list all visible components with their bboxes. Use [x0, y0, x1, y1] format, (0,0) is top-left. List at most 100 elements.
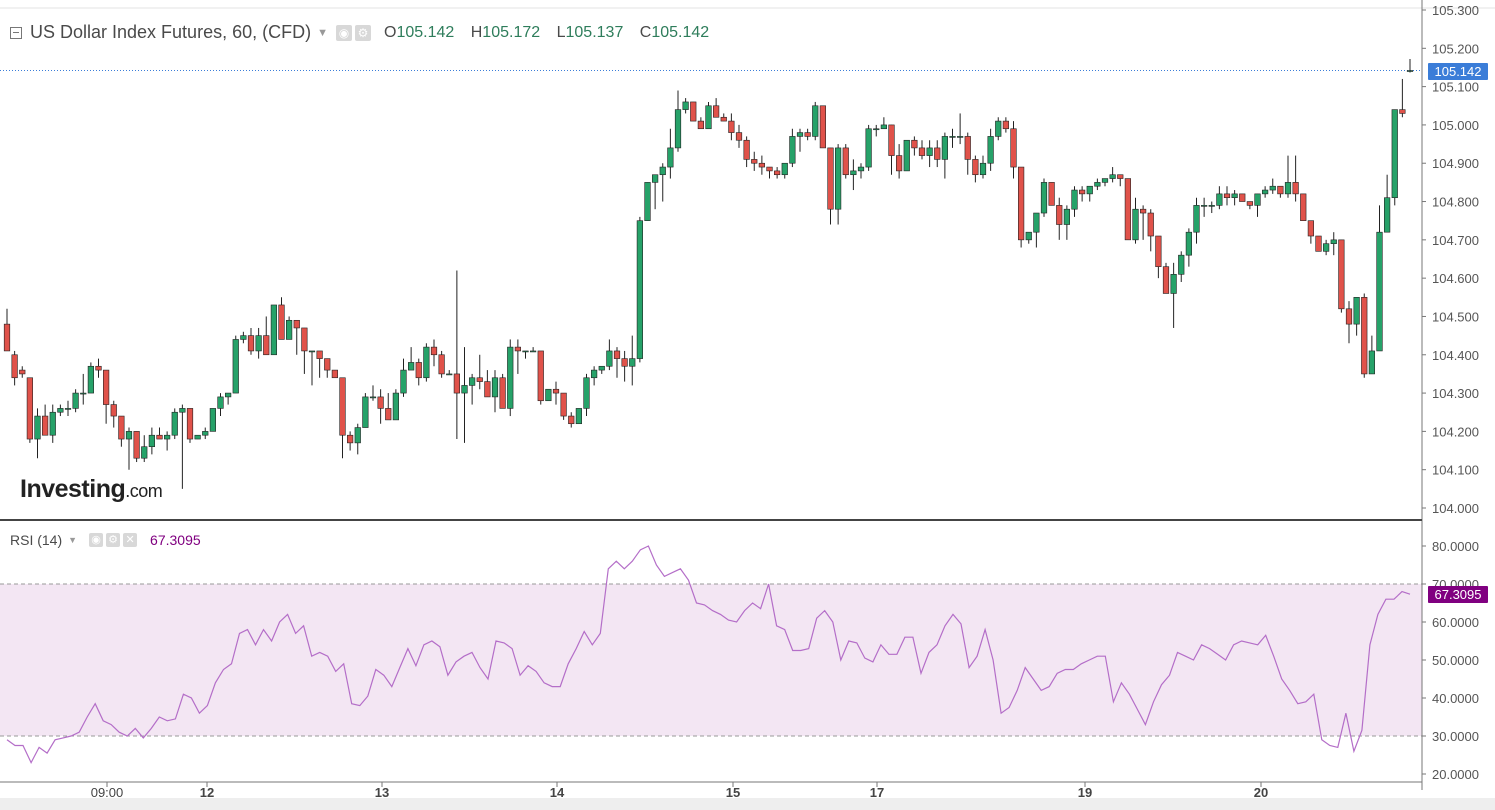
candle-body [1292, 182, 1299, 195]
candle-body [1391, 109, 1398, 199]
candle-body [918, 147, 926, 156]
candle-body [408, 362, 415, 371]
candle-body [347, 434, 354, 444]
candle-body [1002, 120, 1009, 130]
candle-body [400, 369, 407, 394]
eye-icon[interactable]: ◉ [89, 533, 104, 547]
candle-body [141, 446, 148, 459]
candle-body [659, 166, 666, 176]
candle-body [1254, 193, 1261, 206]
candle-body [164, 434, 171, 440]
candle-body [491, 377, 499, 398]
candle-body [118, 415, 125, 440]
candle-body [377, 396, 384, 409]
candle-body [1399, 109, 1406, 114]
candle-body [446, 373, 453, 376]
candle-body [1086, 185, 1093, 195]
time-tick-label: 19 [1078, 785, 1092, 800]
rsi-axis: 80.000070.000060.000050.000040.000030.00… [1422, 539, 1479, 782]
candle-body [469, 377, 476, 386]
time-tick-label: 15 [726, 785, 740, 800]
time-axis-strip [0, 798, 1495, 810]
candle-body [835, 147, 842, 210]
candle-body [331, 369, 338, 379]
candle-body [125, 431, 133, 440]
candle-body [530, 350, 537, 353]
candle-body [3, 323, 11, 352]
candle-body [103, 369, 110, 405]
candle-body [1323, 243, 1330, 252]
collapse-icon[interactable] [10, 26, 22, 39]
candle-body [621, 358, 628, 367]
candle-body [613, 350, 621, 359]
time-tick-label: 09:00 [91, 785, 124, 800]
candle-body [674, 109, 682, 149]
candle-body [1345, 308, 1353, 325]
candle-body [591, 369, 598, 379]
price-tick-label: 104.100 [1432, 463, 1479, 478]
candle-body [903, 139, 910, 172]
candle-body [324, 358, 331, 371]
candle-body [827, 147, 834, 210]
price-tick-label: 104.900 [1432, 156, 1479, 171]
candle-body [682, 101, 689, 110]
candle-body [26, 377, 33, 440]
candle-body [774, 170, 781, 176]
candle-body [1338, 239, 1345, 310]
candle-body [1384, 197, 1391, 233]
rsi-tick-label: 50.0000 [1432, 653, 1479, 668]
candle-body [423, 346, 430, 379]
candle-body [362, 396, 369, 428]
candle-body [507, 346, 514, 409]
candle-body [1178, 254, 1185, 275]
rsi-value: 67.3095 [150, 532, 201, 548]
candle-body [850, 170, 857, 176]
candle-body [1201, 205, 1208, 207]
candle-body [95, 365, 102, 371]
candle-body [812, 105, 819, 137]
candle-body [415, 362, 422, 379]
candle-body [1010, 128, 1017, 168]
candle-body [1368, 350, 1375, 375]
candle-body [842, 147, 849, 176]
candle-body [1300, 193, 1307, 221]
candle-body [194, 434, 201, 440]
candle-body [1018, 166, 1025, 241]
candle-body [286, 319, 293, 340]
price-tick-label: 104.800 [1432, 195, 1479, 210]
rsi-tick-label: 40.0000 [1432, 691, 1479, 706]
candle-body [1193, 205, 1200, 233]
price-tick-label: 104.700 [1432, 233, 1479, 248]
candle-body [1132, 208, 1139, 241]
candle-body [560, 392, 567, 417]
chevron-down-icon[interactable]: ▼ [68, 535, 78, 545]
candle-body [865, 128, 872, 168]
logo-main: Investing [20, 475, 126, 503]
candle-body [1223, 193, 1231, 199]
candle-body [202, 431, 209, 436]
rsi-tick-label: 60.0000 [1432, 615, 1479, 630]
candle-body [598, 365, 605, 371]
price-tick-label: 104.000 [1432, 501, 1479, 516]
rsi-legend: RSI (14) ▼ ◉ ⚙ ✕ 67.3095 [10, 532, 201, 548]
chart-title: US Dollar Index Futures, 60, (CFD) [30, 22, 312, 42]
chevron-down-icon[interactable]: ▼ [317, 26, 328, 39]
rsi-title: RSI (14) [10, 532, 63, 548]
candle-body [1216, 193, 1223, 206]
candle-body [1284, 182, 1292, 195]
close-icon[interactable]: ✕ [123, 533, 138, 547]
candle-body [568, 415, 575, 425]
candle-body [499, 377, 506, 409]
gear-icon[interactable]: ⚙ [354, 24, 371, 41]
candle-body [217, 396, 224, 409]
candle-body [949, 136, 956, 138]
candle-body [1231, 193, 1238, 199]
candle-body [690, 101, 697, 122]
candle-body [964, 136, 971, 160]
high-value: 105.172 [482, 23, 541, 41]
eye-icon[interactable]: ◉ [335, 24, 352, 41]
candle-body [1307, 220, 1314, 237]
gear-icon[interactable]: ⚙ [106, 533, 121, 547]
